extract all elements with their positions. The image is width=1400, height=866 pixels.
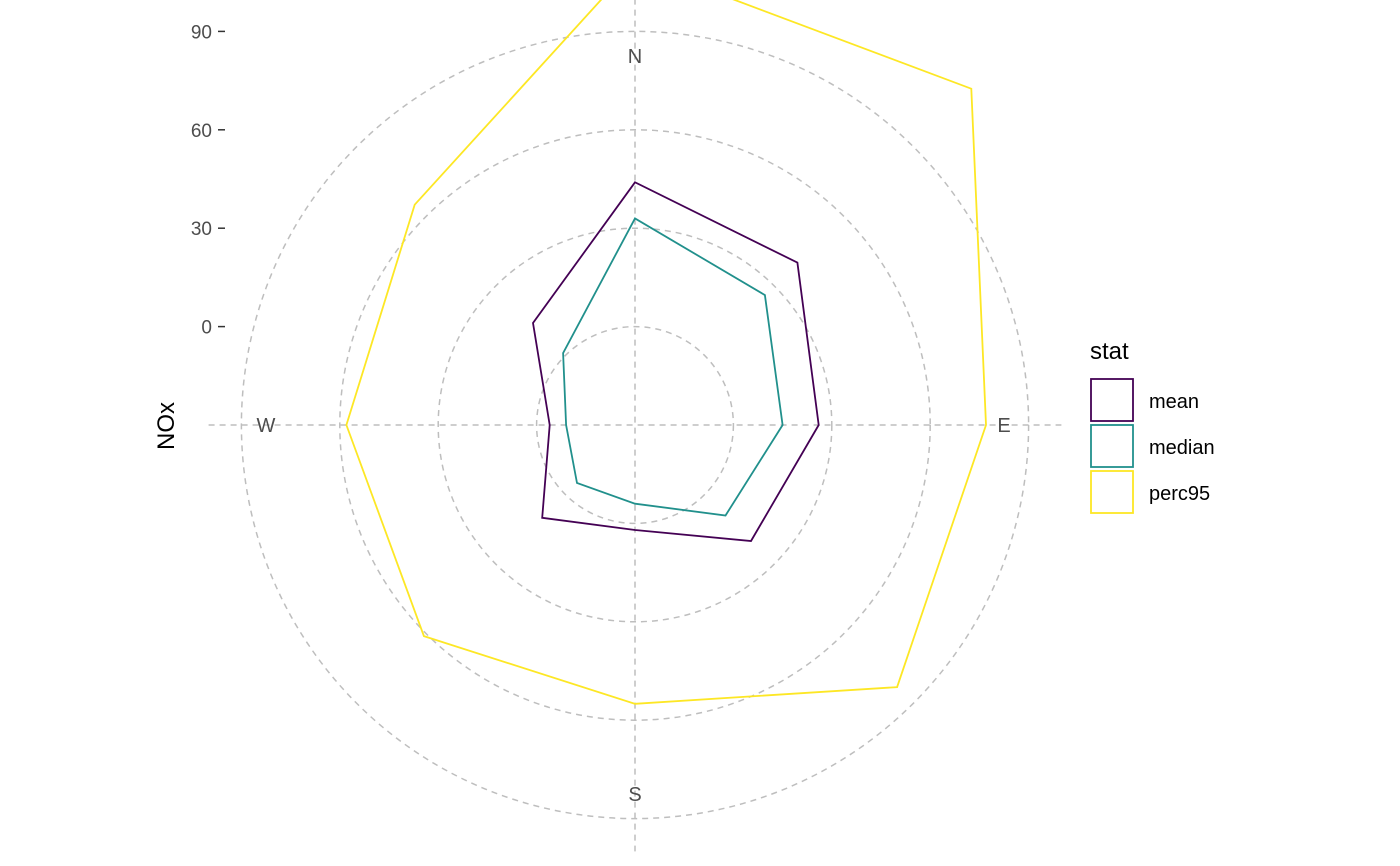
direction-label-E: E	[997, 415, 1010, 437]
y-tick-label-30: 30	[191, 219, 212, 240]
grid-circle-0	[535, 325, 735, 525]
grid-circle-90	[240, 30, 1030, 820]
direction-label-S: S	[628, 784, 641, 806]
legend-key-mean	[1090, 378, 1134, 422]
y-tick-label-0: 0	[201, 318, 212, 339]
grid-circle-30	[437, 227, 833, 623]
radial-axis: 0 30 60 90	[191, 22, 225, 339]
legend-key-median	[1090, 424, 1134, 468]
grid-circle-60	[339, 129, 931, 721]
direction-labels: N E S W	[257, 46, 1011, 806]
legend-label-perc95: perc95	[1149, 483, 1210, 505]
series-mean	[532, 181, 820, 542]
legend-label-median: median	[1149, 437, 1215, 459]
legend: stat mean median perc95	[1090, 338, 1215, 514]
series-median	[562, 217, 784, 517]
direction-label-W: W	[257, 415, 276, 437]
legend-label-mean: mean	[1149, 391, 1199, 413]
series-perc95	[345, 0, 987, 705]
y-tick-label-60: 60	[191, 121, 212, 142]
series-layer	[345, 0, 987, 705]
legend-key-perc95	[1090, 470, 1134, 514]
y-axis-title: NOx	[153, 402, 180, 450]
direction-label-N: N	[628, 46, 642, 68]
polar-grid	[208, 0, 1062, 852]
y-tick-label-90: 90	[191, 22, 212, 43]
legend-title: stat	[1090, 338, 1129, 365]
